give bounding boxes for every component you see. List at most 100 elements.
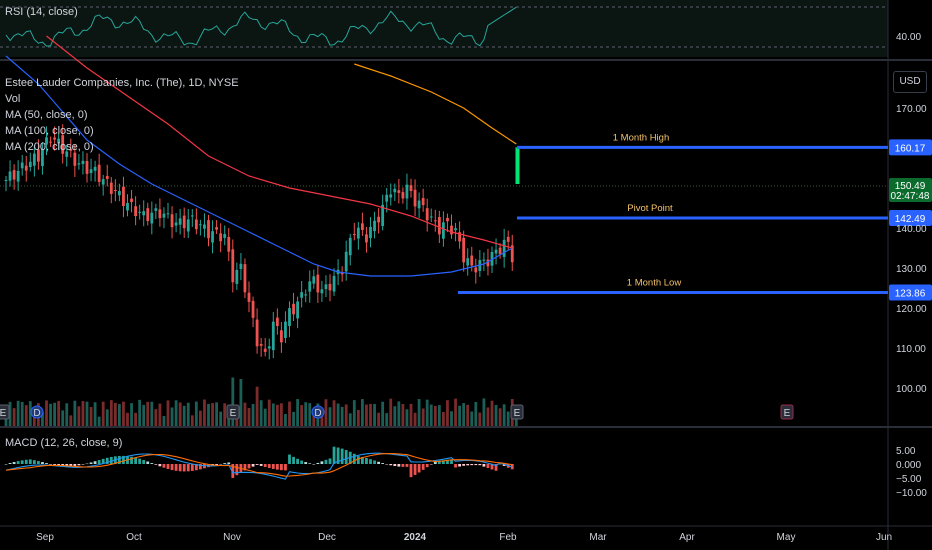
macd-histogram-bar [284,464,287,471]
macd-histogram-bar [166,464,170,469]
ma200-legend[interactable]: MA (200, close, 0) [5,141,94,153]
volume-bar [255,386,259,426]
macd-histogram-bar [12,462,16,464]
time-tick-label: May [777,532,796,543]
volume-bar [490,400,494,426]
candle [130,198,133,203]
candle [365,234,368,243]
macd-histogram-bar [470,464,474,466]
volume-bar [429,404,433,426]
candle [8,171,12,181]
macd-histogram-bar [442,460,445,464]
rsi-background [0,0,888,57]
candle [446,217,449,222]
macd-histogram-bar [97,460,101,464]
countdown-timer: 02:47:48 [891,191,930,202]
macd-legend[interactable]: MACD (12, 26, close, 9) [5,437,123,449]
candle [28,161,32,168]
volume-bar [20,401,24,426]
volume-bar [373,403,376,426]
candle [194,219,198,230]
currency-button[interactable]: USD [893,71,927,93]
candle [377,216,380,223]
macd-histogram-bar [138,458,142,464]
macd-histogram-bar [433,461,437,464]
volume-bar [320,414,324,426]
volume-bar [57,401,61,426]
macd-histogram-bar [223,463,227,464]
price-pane [4,35,520,360]
volume-bar [105,409,109,426]
candle [494,249,498,254]
volume-bar [109,400,113,426]
macd-histogram-bar [373,460,376,464]
vol-legend[interactable]: Vol [5,93,21,105]
ma100-legend[interactable]: MA (100, close, 0) [5,125,94,137]
macd-histogram-bar [365,457,368,464]
volume-bar [158,403,162,426]
macd-histogram-bar [93,461,97,464]
candle [385,194,389,202]
candle [101,179,105,185]
macd-histogram-bar [437,460,441,464]
ma50-legend[interactable]: MA (50, close, 0) [5,109,88,121]
macd-histogram-bar [162,464,166,468]
macd-histogram-bar [37,461,40,464]
candle [16,170,20,182]
macd-histogram-bar [389,464,393,466]
volume-bar [126,412,129,426]
time-tick-label: Sep [36,532,54,543]
candle [247,292,251,302]
price-tick-label: 140.00 [896,224,927,235]
candle [312,276,316,284]
candle [292,303,295,315]
macd-histogram-bar [474,464,478,466]
candle [458,232,461,242]
candle [223,234,227,238]
volume-bar [454,398,457,426]
candle [162,213,166,218]
macd-histogram-bar [300,460,304,464]
volume-bar [381,401,385,426]
earnings-marker [226,404,240,420]
volume-bar [53,402,56,426]
volume-bar [243,402,247,426]
volume-bar [4,418,8,426]
macd-histogram-bar [158,464,162,467]
macd-histogram-bar [243,464,247,471]
volume-bar [207,403,210,426]
macd-histogram-bar [227,462,231,464]
macd-histogram-bar [344,450,348,464]
volume-bar [324,399,328,426]
candle [275,317,279,327]
time-tick-label: 2024 [404,532,427,543]
symbol-legend[interactable]: Estee Lauder Companies, Inc. (The), 1D, … [5,77,239,89]
candle [126,202,129,211]
volume-bar [409,403,413,426]
macd-histogram-bar [458,464,461,467]
candle [429,216,433,218]
candle [45,137,48,145]
candle [401,192,405,199]
volume-bar [122,401,125,426]
level-price-text: 142.49 [895,214,926,225]
candle [158,209,162,219]
macd-histogram-bar [150,463,154,464]
macd-histogram-bar [77,464,81,466]
macd-histogram-bar [20,460,24,464]
volume-bar [61,410,65,426]
candle [81,160,85,164]
rsi-tick-label: 40.00 [896,32,921,43]
price-tick-label: 110.00 [896,344,926,355]
volume-bar [162,416,166,426]
candle [502,239,506,257]
macd-histogram-bar [53,464,56,465]
volume-bar [482,398,486,426]
candle [61,135,65,154]
volume-bar [174,400,178,426]
candle [361,223,364,230]
candle [450,225,453,235]
candle [397,190,401,193]
